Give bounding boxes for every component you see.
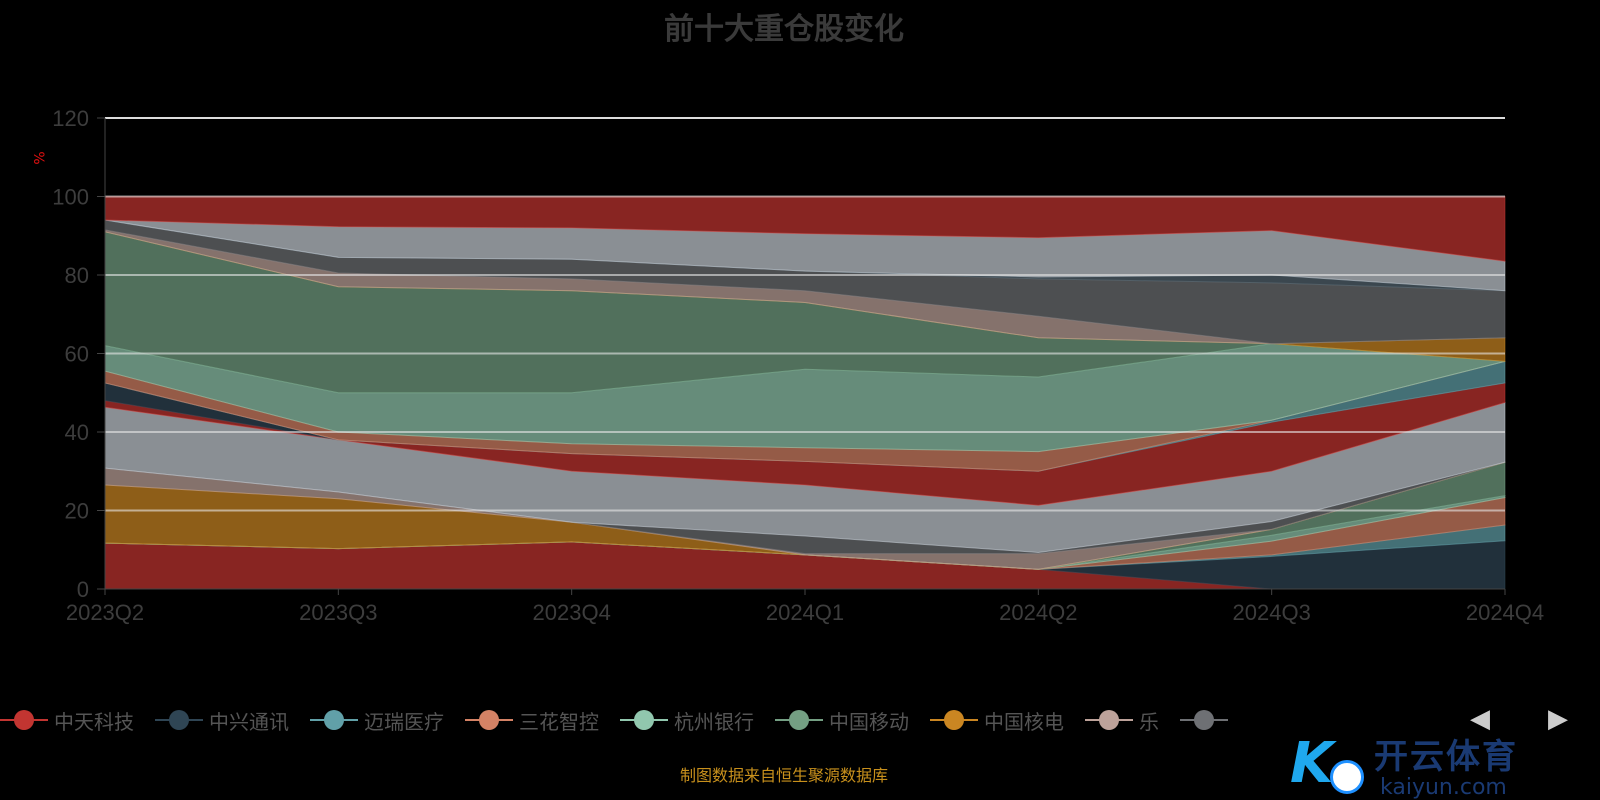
legend-marker-icon: [930, 705, 978, 735]
x-tick-label: 2023Q3: [299, 600, 377, 625]
legend-label: 中兴通讯: [209, 709, 289, 734]
y-tick-label: 20: [65, 499, 89, 524]
legend-label: 中天科技: [54, 709, 134, 734]
legend-item[interactable]: 中国核电: [930, 705, 1064, 735]
y-axis-unit: %: [32, 151, 49, 165]
legend: 中天科技 中兴通讯 迈瑞医疗 三花智控 杭州银行 中国移动 中国核电 乐: [0, 704, 1255, 736]
legend-label: 迈瑞医疗: [364, 709, 444, 734]
y-tick-label: 60: [65, 342, 89, 367]
legend-marker-icon: [775, 705, 823, 735]
logo-cn-text: 开云体育: [1374, 737, 1518, 777]
legend-marker-icon: [1180, 705, 1228, 735]
legend-label: 中国核电: [984, 709, 1064, 734]
x-tick-label: 2023Q4: [533, 600, 611, 625]
legend-prev-page-icon[interactable]: ◀: [1470, 704, 1490, 734]
legend-next-page-icon[interactable]: ▶: [1548, 704, 1568, 734]
y-tick-label: 40: [65, 420, 89, 445]
legend-marker-icon: [620, 705, 668, 735]
legend-marker-icon: [465, 705, 513, 735]
logo-en-text: kaiyun.com: [1380, 775, 1507, 800]
y-tick-label: 120: [52, 106, 89, 131]
y-tick-label: 80: [65, 263, 89, 288]
chart-title: 前十大重仓股变化: [664, 12, 904, 47]
legend-marker-icon: [155, 705, 203, 735]
legend-item[interactable]: 中国移动: [775, 705, 909, 735]
legend-marker-icon: [1085, 705, 1133, 735]
y-tick-label: 0: [77, 577, 89, 602]
legend-item[interactable]: 杭州银行: [620, 705, 754, 735]
x-tick-label: 2024Q2: [999, 600, 1077, 625]
legend-item[interactable]: 三花智控: [465, 705, 599, 735]
source-note: 制图数据来自恒生聚源数据库: [679, 766, 888, 785]
legend-marker-icon: [0, 705, 48, 735]
legend-label: 三花智控: [519, 709, 599, 734]
legend-item[interactable]: 乐: [1085, 705, 1159, 735]
soccer-ball-icon: [1330, 760, 1364, 794]
logo-k-mark: K: [1290, 731, 1334, 796]
area-layer: [104, 196, 1506, 590]
legend-item[interactable]: 迈瑞医疗: [310, 705, 444, 735]
x-tick-label: 2024Q1: [766, 600, 844, 625]
y-tick-label: 100: [52, 185, 89, 210]
legend-marker-icon: [310, 705, 358, 735]
x-tick-label: 2023Q2: [66, 600, 144, 625]
axis-layer: 0 20 40 60 80 100 120 2023Q2 2023Q3 2023Q4 2024Q1 2…: [52, 106, 1544, 625]
legend-label: 中国移动: [829, 709, 909, 734]
legend-item[interactable]: 中兴通讯: [155, 705, 289, 735]
kaiyun-watermark-logo: K 开云体育 kaiyun.com: [1290, 732, 1590, 800]
legend-item[interactable]: 中天科技: [0, 705, 134, 735]
legend-label: 乐: [1139, 709, 1159, 734]
x-tick-label: 2024Q3: [1233, 600, 1311, 625]
x-tick-label: 2024Q4: [1466, 600, 1544, 625]
grid-layer: [105, 117, 1505, 512]
legend-item[interactable]: [1180, 705, 1234, 735]
legend-label: 杭州银行: [674, 709, 754, 734]
